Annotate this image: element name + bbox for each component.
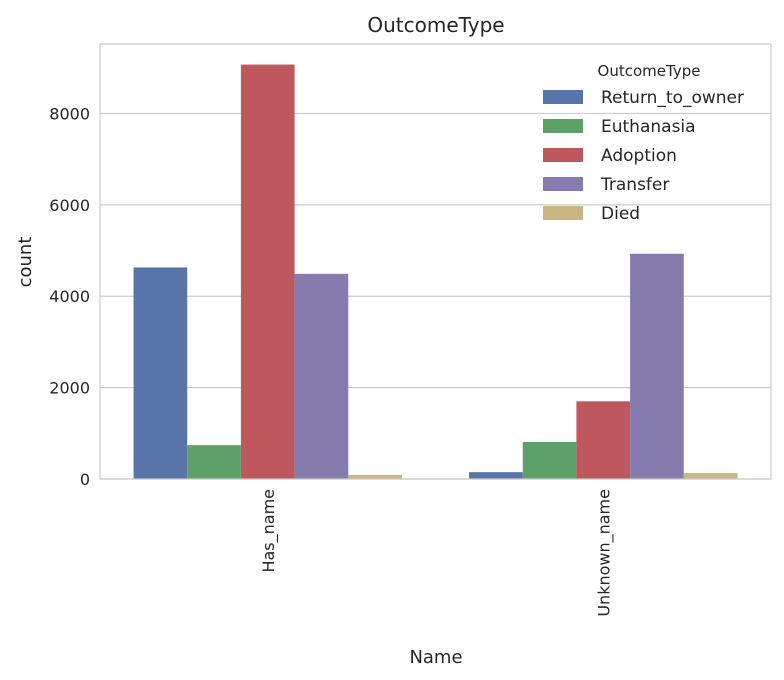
x-tick-labels: Has_name Unknown_name	[259, 489, 615, 617]
plot-frame	[99, 43, 772, 480]
chart-title: OutcomeType	[367, 13, 504, 37]
bar-euthanasia-has-name	[187, 445, 241, 479]
legend-swatch	[543, 206, 583, 220]
legend-swatch	[543, 177, 583, 191]
y-tick-label: 0	[80, 470, 90, 489]
y-tick-label: 4000	[49, 287, 90, 306]
legend-swatch	[543, 119, 583, 133]
legend: OutcomeType Return_to_owner Euthanasia Ado…	[543, 62, 744, 224]
bar-died-has-name	[348, 474, 402, 479]
legend-title: OutcomeType	[598, 62, 701, 80]
x-tick-label: Unknown_name	[594, 489, 614, 617]
legend-label: Return_to_owner	[601, 88, 744, 108]
y-tick-label: 8000	[49, 104, 90, 123]
x-tick-label: Has_name	[259, 489, 279, 573]
legend-swatch	[543, 90, 583, 104]
legend-swatch	[543, 148, 583, 162]
y-tick-labels: 0 2000 4000 6000 8000	[49, 104, 90, 489]
bar-euthanasia-unknown-name	[522, 441, 577, 479]
legend-label: Euthanasia	[601, 117, 696, 137]
bar-adoption-unknown-name	[576, 401, 631, 479]
bars	[133, 64, 738, 479]
bar-return-to-owner-has-name	[133, 267, 188, 479]
y-axis-label: count	[15, 237, 36, 288]
legend-label: Transfer	[600, 175, 669, 195]
y-tick-label: 6000	[49, 196, 90, 215]
bar-return-to-owner-unknown-name	[469, 472, 523, 479]
legend-label: Adoption	[601, 146, 677, 166]
y-tick-label: 2000	[49, 379, 90, 398]
bar-adoption-has-name	[240, 64, 295, 479]
legend-label: Died	[601, 204, 640, 224]
bar-transfer-has-name	[294, 273, 349, 479]
x-axis-label: Name	[409, 647, 462, 668]
bar-died-unknown-name	[683, 473, 738, 479]
bar-transfer-unknown-name	[630, 253, 684, 479]
